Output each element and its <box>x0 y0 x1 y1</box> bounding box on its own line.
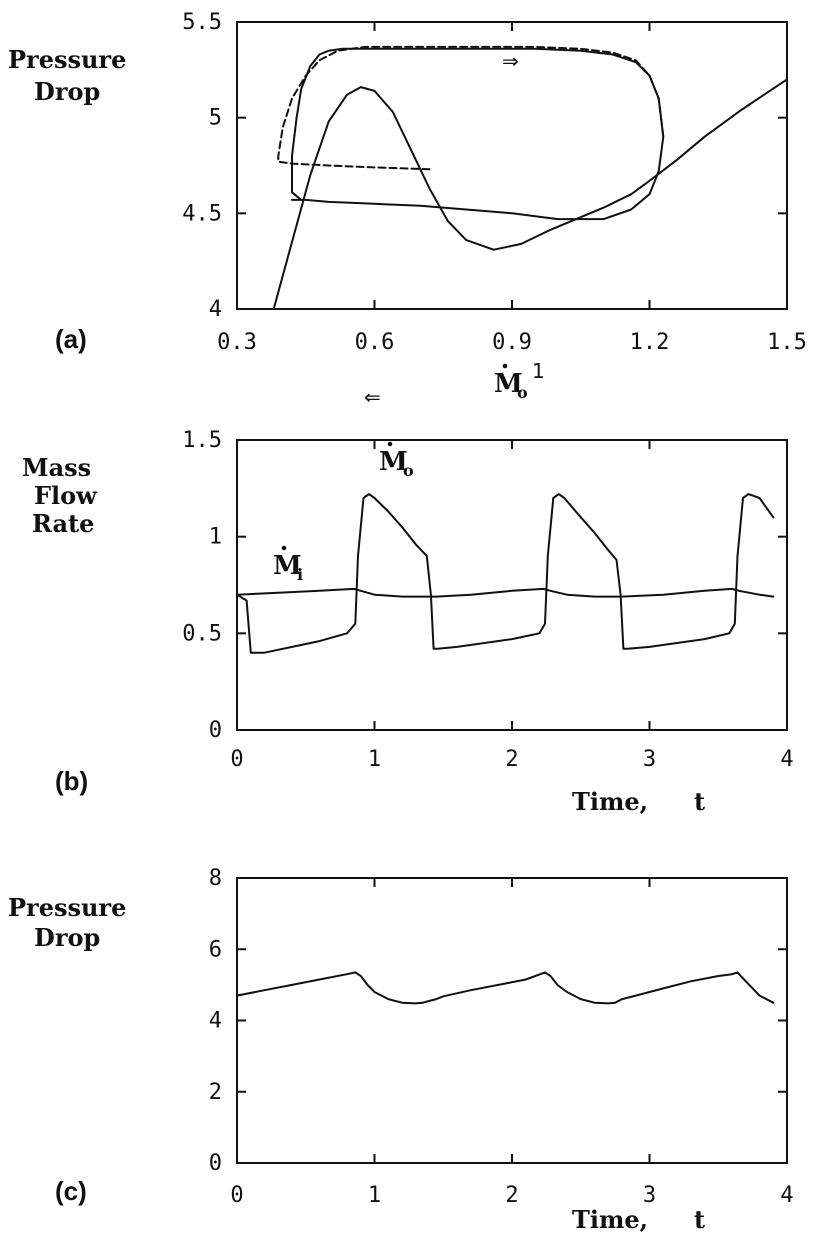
x-axis-label-var: t <box>694 787 705 816</box>
series-label-mo: M o <box>379 441 414 480</box>
curves <box>236 493 775 654</box>
y-tick-label: 1 <box>209 525 222 550</box>
panel-b: Mass Flow Rate 0 1 2 3 4 0 0.5 1 1.5 M o M i (b… <box>22 428 794 816</box>
y-tick-label: 4 <box>209 1009 222 1034</box>
y-axis-label-line-1: Pressure <box>8 45 126 74</box>
series-label-mo-base: M <box>379 447 408 477</box>
y-axis-label-line-1: Pressure <box>8 893 126 922</box>
mi-curve <box>236 587 775 598</box>
y-axis-label-line-1: Mass <box>22 453 91 482</box>
y-tick-label: 2 <box>209 1080 222 1105</box>
x-tick-label: 2 <box>505 1183 518 1208</box>
x-tick-label: 2 <box>505 747 518 772</box>
x-tick-label: 4 <box>780 747 793 772</box>
point-label: 1 <box>532 359 545 383</box>
x-axis-label-text: Time, <box>572 787 648 816</box>
y-axis-label-line-3: Rate <box>32 509 94 538</box>
panel-label: (c) <box>55 1176 87 1206</box>
x-tick-label: 0.6 <box>355 330 395 355</box>
panel-label: (b) <box>55 766 88 796</box>
x-tick-label: 1.5 <box>767 330 807 355</box>
x-axis-label-sub: o <box>517 383 528 402</box>
y-ticks: 0 0.5 1 1.5 <box>182 428 787 743</box>
y-tick-label: 0 <box>209 1151 222 1176</box>
y-axis-label-line-2: Flow <box>34 481 98 510</box>
y-ticks: 4 4.5 5 5.5 <box>182 10 787 322</box>
x-tick-label: 0.9 <box>492 330 532 355</box>
y-tick-label: 1.5 <box>182 428 222 453</box>
panel-label: (a) <box>55 324 87 354</box>
x-ticks: 0 1 2 3 4 <box>230 440 794 772</box>
y-tick-label: 4 <box>209 297 222 322</box>
x-tick-label: 0.3 <box>217 330 257 355</box>
arrow-right-annotation: ⇒ <box>502 49 519 73</box>
x-tick-label: 1 <box>368 747 381 772</box>
series-label-mi-base: M <box>273 551 302 581</box>
y-tick-label: 5.5 <box>182 10 222 35</box>
y-tick-label: 4.5 <box>182 201 222 226</box>
x-tick-label: 1.2 <box>630 330 670 355</box>
mo-curve <box>236 493 775 654</box>
curves <box>272 45 788 310</box>
series-label-mi-dot <box>281 545 287 551</box>
x-axis-label-dot <box>502 363 508 369</box>
y-tick-label: 0 <box>209 718 222 743</box>
arrow-left-annotation: ⇐ <box>364 385 381 409</box>
plot-frame <box>236 877 788 1164</box>
series-label-mo-dot <box>387 441 393 447</box>
y-ticks: 0 2 4 6 8 <box>209 866 787 1176</box>
x-axis-label: M o <box>494 363 528 402</box>
plot-frame <box>236 439 788 731</box>
x-tick-label: 1 <box>368 1183 381 1208</box>
loop-curve <box>291 47 665 221</box>
x-axis-label-base: M <box>494 369 523 399</box>
x-tick-label: 3 <box>643 1183 656 1208</box>
x-tick-label: 4 <box>780 1183 793 1208</box>
y-tick-label: 8 <box>209 866 222 891</box>
y-tick-label: 6 <box>209 937 222 962</box>
x-tick-label: 0 <box>230 747 243 772</box>
panel-c: Pressure Drop 0 1 2 3 4 0 2 4 6 8 (c) Time, t <box>8 866 794 1234</box>
x-axis-label-var: t <box>694 1205 705 1234</box>
x-axis-label-text: Time, <box>572 1205 648 1234</box>
series-label-mi: M i <box>273 545 303 584</box>
x-tick-label: 3 <box>643 747 656 772</box>
initial-dashed-curve <box>277 45 665 171</box>
panel-a: Pressure Drop 0.3 0.6 0.9 1.2 1.5 4 4.5 5 5.5 ⇒… <box>8 10 807 409</box>
y-tick-label: 5 <box>209 106 222 131</box>
y-axis-label-line-2: Drop <box>34 923 100 952</box>
y-axis-label-line-2: Drop <box>34 77 100 106</box>
x-ticks: 0.3 0.6 0.9 1.2 1.5 <box>217 22 807 355</box>
curves <box>236 971 775 1005</box>
line-curve <box>272 78 788 310</box>
x-ticks: 0 1 2 3 4 <box>230 878 794 1208</box>
series-label-mi-sub: i <box>297 565 303 584</box>
pressure-curve <box>236 971 775 1005</box>
series-label-mo-sub: o <box>403 461 414 480</box>
x-tick-label: 0 <box>230 1183 243 1208</box>
y-tick-label: 0.5 <box>182 621 222 646</box>
